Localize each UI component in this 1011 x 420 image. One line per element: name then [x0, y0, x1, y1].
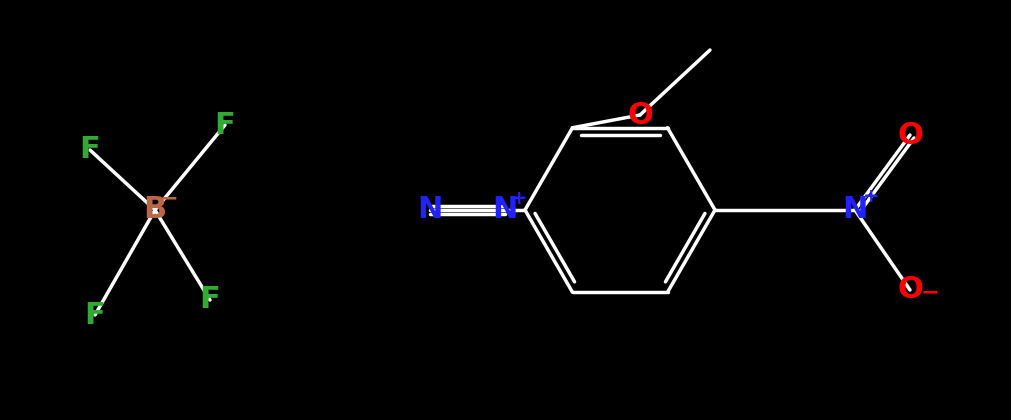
- Text: −: −: [921, 282, 939, 302]
- Text: O: O: [897, 121, 923, 150]
- Text: +: +: [862, 186, 880, 205]
- Text: F: F: [199, 286, 220, 315]
- Text: N: N: [842, 195, 867, 225]
- Text: B: B: [144, 195, 167, 225]
- Text: F: F: [80, 136, 100, 165]
- Text: N: N: [492, 195, 518, 225]
- Text: N: N: [418, 195, 443, 225]
- Text: O: O: [897, 276, 923, 304]
- Text: O: O: [627, 100, 653, 129]
- Text: −: −: [160, 188, 178, 208]
- Text: F: F: [85, 300, 105, 330]
- Text: F: F: [214, 110, 236, 139]
- Text: +: +: [511, 189, 528, 207]
